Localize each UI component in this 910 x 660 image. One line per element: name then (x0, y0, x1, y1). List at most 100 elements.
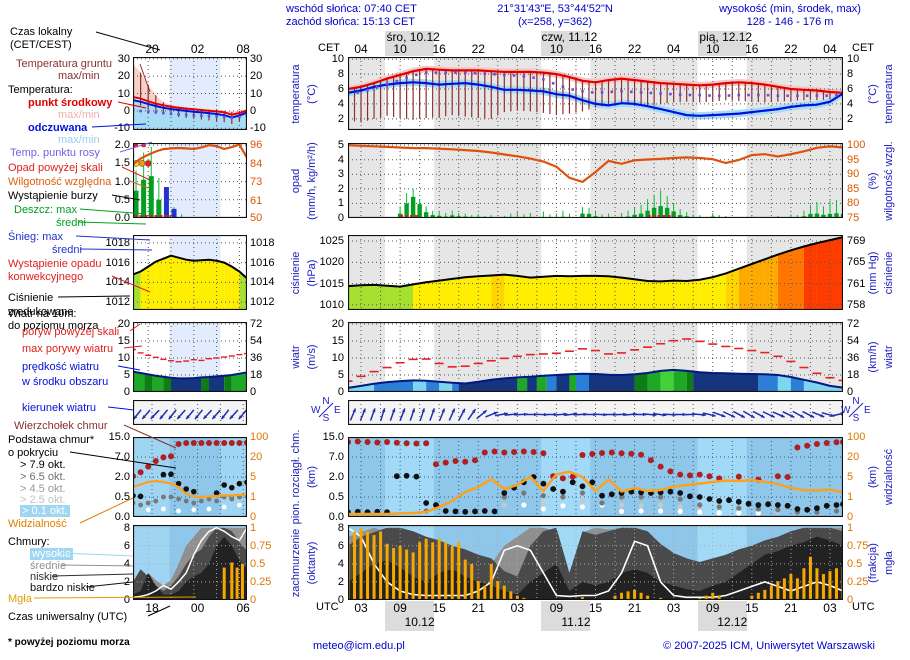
utc-hour-label: 03 (510, 601, 525, 615)
date-label: 12.12 (717, 615, 748, 629)
axis-title-left: ciśnienie (290, 251, 302, 294)
axis-title-right: wilgotność wzgl. (883, 140, 895, 221)
utc-label-right: UTC (852, 601, 875, 613)
utc-hour-label: 09 (706, 601, 720, 615)
axis-tick: 4 (123, 557, 130, 570)
axis-tick: 765 (847, 256, 866, 269)
compass-w: W (311, 405, 321, 416)
axis-tick: 75 (847, 212, 860, 224)
axis-tick: 2 (337, 575, 344, 588)
axis-tick: 0.0 (328, 511, 344, 523)
axis-unit-right: (mm Hg) (867, 251, 879, 294)
axis-tick: 8 (123, 521, 130, 534)
axis-tick: 0 (123, 104, 130, 117)
axis-tick: 1015 (319, 277, 344, 290)
axis-title-right: widzialność (883, 448, 895, 506)
axis-tick: 0 (337, 386, 344, 398)
axis-tick: 2 (123, 575, 130, 588)
axis-tick: 0 (250, 386, 257, 398)
axis-tick: 85 (847, 182, 860, 195)
axis-tick: 3 (337, 168, 344, 181)
axis-tick: 1 (250, 491, 257, 503)
axis-tick: 5 (337, 369, 344, 381)
axis-title-right: ciśnienie (883, 251, 895, 294)
axis-tick: 20 (847, 451, 860, 463)
axis-tick: 1014 (250, 276, 275, 289)
axis-tick: 8 (337, 68, 344, 81)
cet-hour-label: 22 (784, 42, 798, 56)
axis-tick: 10 (331, 53, 344, 66)
cet-hour-label: 16 (588, 42, 603, 56)
axis-tick: 761 (847, 277, 866, 290)
cet-hour-label: 16 (432, 42, 446, 56)
utc-hour-label: 15 (745, 601, 759, 615)
header-day-band (384, 31, 434, 56)
axis-tick: 0.5 (847, 557, 863, 570)
axis-tick: 36 (250, 352, 263, 365)
axis-tick: 100 (847, 139, 866, 152)
axis-tick: 8 (847, 68, 854, 81)
axis-tick: 0 (337, 594, 344, 606)
copyright-text: © 2007-2025 ICM, Uniwersytet Warszawski (663, 640, 875, 652)
cloud-extent-panel (348, 437, 843, 517)
utc-hour-label: 03 (666, 601, 681, 615)
legend-w2: max porywy wiatru (22, 343, 114, 355)
axis-unit-left: (°C) (306, 83, 318, 104)
wind-direction-panel (348, 400, 843, 425)
axis-tick: 6 (847, 83, 854, 96)
axis-tick: 2.0 (114, 139, 130, 152)
axis-tick: 4 (337, 557, 344, 570)
axis-tick: 0 (847, 511, 854, 523)
axis-tick: 0 (337, 212, 344, 224)
legend-o01: > 0.1 okt. (20, 505, 70, 517)
temperature-panel (348, 57, 843, 130)
axis-tick: 2 (337, 112, 344, 125)
legend-ok1: Wystąpienie opadu (8, 258, 102, 270)
axis-tick: 15 (117, 335, 130, 348)
axis-tick: 0 (847, 594, 854, 606)
axis-tick: 15.0 (322, 431, 344, 443)
axis-tick: 758 (847, 298, 866, 311)
email-link[interactable]: meteo@icm.edu.pl (313, 640, 405, 652)
axis-tick: 1018 (250, 236, 275, 249)
utc-hour-label: 21 (784, 601, 798, 615)
axis-tick: 4 (337, 153, 344, 166)
mini-cloud-cover-panel (133, 525, 247, 600)
legend-o45: > 4.5 okt. (20, 483, 66, 495)
axis-tick: 54 (250, 335, 263, 348)
header-day-band (541, 31, 591, 56)
axis-unit-left: (hPa) (306, 259, 318, 286)
axis-tick: 100 (250, 431, 269, 443)
axis-tick: 2.0 (328, 471, 344, 483)
utc-hour-label: 09 (393, 601, 407, 615)
axis-tick: 95 (847, 153, 860, 166)
axis-tick: 1 (847, 491, 854, 503)
axis-tick: 0 (250, 511, 257, 523)
axis-tick: 61 (250, 194, 263, 207)
axis-tick: 10 (250, 87, 263, 100)
cet-hour-label: 22 (471, 42, 485, 56)
axis-unit-right: (%) (867, 171, 879, 190)
axis-tick: 96 (250, 139, 263, 152)
axis-tick: 2 (337, 182, 344, 195)
legend-t1: punkt środkowy (28, 97, 113, 109)
mini-temperature-panel (133, 57, 247, 130)
legend-utc: Czas uniwersalny (UTC) (8, 611, 128, 623)
axis-tick: 36 (847, 352, 860, 365)
axis-title-right: temperatura (883, 63, 895, 124)
axis-tick: 1 (847, 521, 854, 534)
cet-hour-label: 10 (706, 42, 720, 56)
altitude-label: wysokość (min, środek, max) (719, 3, 861, 15)
mini-utc-label: 00 (190, 601, 205, 615)
cloud-cover-panel (348, 525, 843, 600)
axis-tick: 0.5 (250, 557, 266, 570)
mini-cet-label: 20 (145, 42, 159, 56)
axis-tick: 20 (117, 70, 130, 83)
axis-tick: 18 (847, 369, 860, 381)
axis-unit-left: (m/s) (306, 344, 318, 370)
axis-tick: 80 (847, 197, 860, 210)
utc-label-left: UTC (316, 601, 339, 613)
axis-unit-right: (frakcja) (867, 542, 879, 583)
axis-tick: 0 (250, 104, 257, 117)
axis-tick: 5 (250, 471, 257, 483)
